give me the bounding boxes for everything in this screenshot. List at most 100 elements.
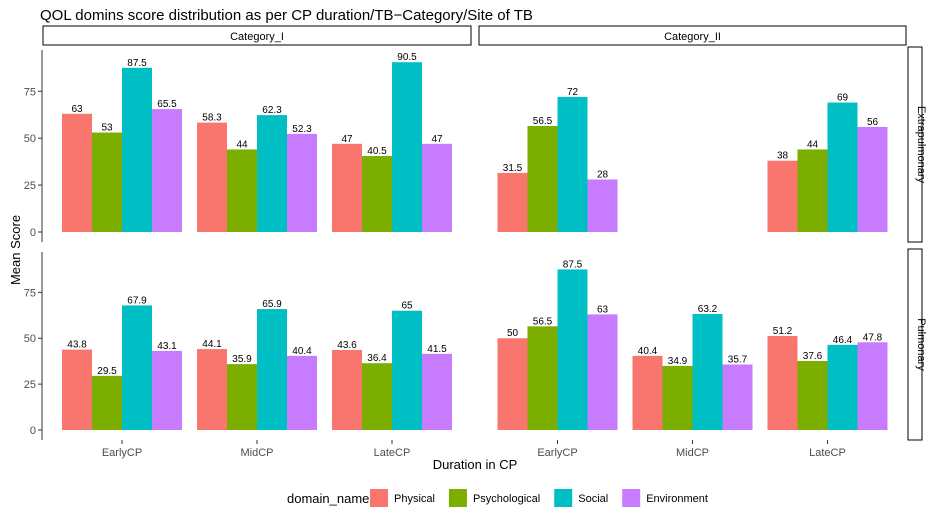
facet-strip-extrapulmonary [907, 46, 923, 243]
data-label: 63 [597, 304, 609, 315]
bar-social [392, 310, 422, 430]
data-label: 56.5 [533, 116, 553, 127]
bar-social [557, 269, 588, 430]
y-axis-label: Mean Score [8, 215, 23, 285]
data-label: 90.5 [397, 52, 417, 63]
bar-psychological [362, 363, 392, 430]
legend-label-environment: Environment [646, 493, 708, 505]
bar-environment [422, 353, 452, 430]
bar-psychological [797, 361, 828, 430]
facet-label-extrapulmonary: Extrapulmonary [915, 106, 927, 184]
bar-social [692, 314, 723, 430]
data-label: 65.5 [157, 99, 177, 110]
bar-psychological [227, 364, 257, 430]
bar-environment [152, 109, 182, 232]
bar-physical [197, 122, 227, 232]
data-label: 72 [567, 87, 579, 98]
panel-category-i-pulmonary: 43.8 29.5 67.9 43.1 44.1 35.9 65.9 40.4 43.6 36.4… [62, 295, 452, 430]
bar-environment [287, 133, 317, 232]
chart-title: QOL domins score distribution as per CP … [40, 7, 533, 24]
bar-environment [587, 314, 618, 430]
data-label: 44.1 [202, 339, 222, 350]
bar-physical [497, 172, 528, 232]
facet-label-category-i: Category_I [230, 31, 284, 43]
bar-psychological [797, 149, 828, 232]
facet-label-category-ii: Category_II [664, 31, 721, 43]
bar-psychological [227, 149, 257, 232]
data-label: 34.9 [668, 356, 688, 367]
data-label: 67.9 [127, 295, 147, 306]
chart-panels: Category_I Category_II Extrapulmonary Pulmo… [24, 25, 927, 459]
x-tick-label-earlycp: EarlyCP [537, 447, 577, 459]
legend-swatch-psychological [448, 489, 467, 507]
x-tick-label-latecp: LateCP [374, 447, 411, 459]
legend-label-psychological: Psychological [473, 493, 540, 505]
data-label: 44 [807, 139, 819, 150]
legend-swatch-environment [622, 489, 641, 507]
y-tick-label: 25 [24, 379, 36, 391]
bar-social [122, 67, 152, 233]
bar-social [122, 305, 152, 430]
facet-strip-category-i [42, 25, 472, 46]
legend-swatch-physical [370, 489, 388, 507]
data-label: 29.5 [97, 366, 117, 377]
data-label: 40.5 [367, 146, 387, 157]
data-label: 52.3 [292, 124, 312, 135]
bar-environment [287, 355, 317, 430]
x-tick-label-latecp: LateCP [809, 447, 846, 459]
data-label: 43.8 [67, 340, 87, 351]
bar-physical [62, 349, 92, 430]
bar-social [827, 344, 858, 430]
panel-category-ii-pulmonary: 50 56.5 87.5 63 40.4 34.9 63.2 35.7 51.2 37.6 46.4… [497, 259, 888, 430]
data-label: 38 [777, 151, 789, 162]
bar-physical [332, 143, 362, 232]
bar-environment [722, 364, 753, 430]
bar-physical [497, 338, 528, 430]
legend: domain_name Physical Psychological Social E… [287, 489, 708, 507]
bar-environment [857, 126, 888, 232]
data-label: 28 [597, 169, 609, 180]
x-tick-label-midcp: MidCP [240, 447, 273, 459]
data-label: 50 [507, 328, 519, 339]
y-tick-label: 50 [24, 133, 36, 145]
data-label: 37.6 [803, 351, 823, 362]
bar-social [392, 62, 422, 232]
data-label: 47 [431, 134, 443, 145]
data-label: 51.2 [773, 326, 793, 337]
bar-psychological [527, 125, 558, 232]
legend-title: domain_name [287, 491, 369, 506]
data-label: 65.9 [262, 299, 282, 310]
bar-social [257, 309, 287, 430]
data-label: 62.3 [262, 105, 282, 116]
data-label: 40.4 [292, 346, 312, 357]
bar-social [557, 96, 588, 232]
legend-label-physical: Physical [394, 493, 435, 505]
bar-physical [332, 349, 362, 430]
bar-psychological [527, 326, 558, 430]
data-label: 47 [341, 134, 353, 145]
y-tick-label: 25 [24, 180, 36, 192]
y-tick-label: 0 [30, 425, 36, 437]
data-label: 35.7 [728, 354, 748, 365]
data-label: 63 [71, 104, 83, 115]
panel-category-i-extrapulmonary: 63 53 87.5 65.5 58.3 44 62.3 52.3 47 40.5 90.5 47 [62, 52, 452, 233]
x-axis-label: Duration in CP [433, 457, 518, 472]
data-label: 41.5 [427, 344, 447, 355]
legend-swatch-social [554, 489, 573, 507]
data-label: 46.4 [833, 335, 853, 346]
bar-environment [587, 179, 618, 232]
y-tick-label: 0 [30, 227, 36, 239]
bar-physical [767, 160, 798, 232]
bar-physical [62, 113, 92, 232]
bar-social [827, 102, 858, 233]
data-label: 36.4 [367, 353, 387, 364]
bar-physical [197, 349, 227, 430]
bar-physical [767, 336, 798, 430]
panel-category-ii-extrapulmonary: 31.5 56.5 72 28 38 44 69 56 [497, 87, 888, 233]
bar-psychological [92, 132, 122, 232]
bar-psychological [92, 375, 122, 430]
bar-environment [857, 342, 888, 430]
x-tick-label-midcp: MidCP [676, 447, 709, 459]
bar-physical [632, 355, 663, 430]
